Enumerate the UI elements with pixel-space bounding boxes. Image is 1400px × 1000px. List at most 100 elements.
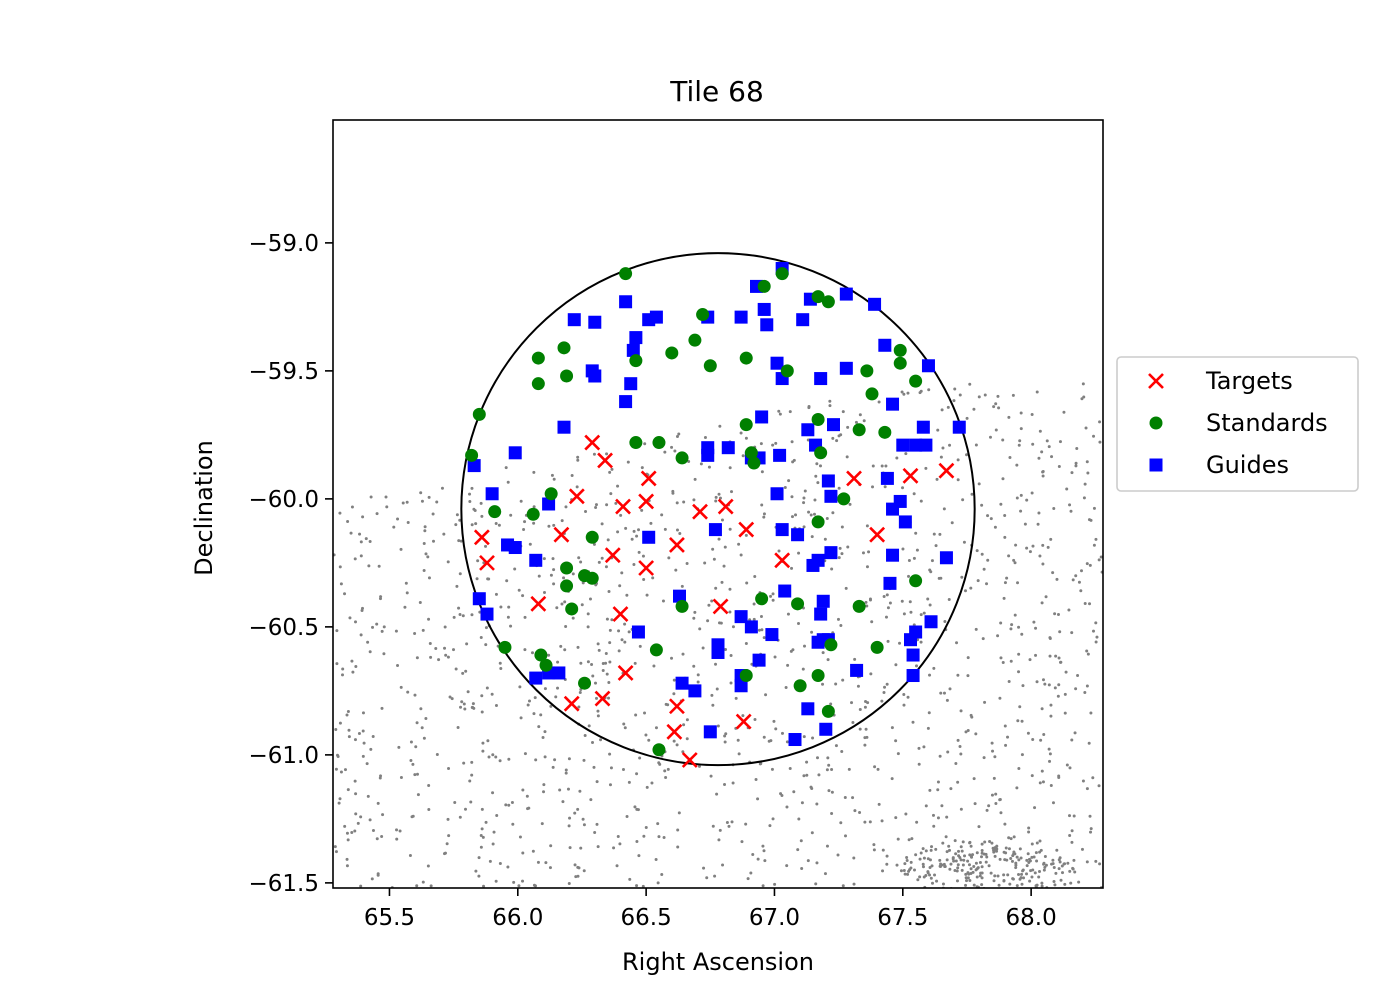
background-star: [904, 812, 908, 816]
background-star: [788, 410, 792, 414]
background-star: [397, 745, 401, 749]
background-star: [596, 845, 600, 849]
target-point: [584, 434, 601, 451]
background-star: [573, 863, 577, 867]
background-star: [1040, 707, 1044, 711]
background-star: [341, 673, 345, 677]
background-star: [353, 779, 357, 783]
background-star: [760, 503, 764, 507]
background-star: [484, 544, 488, 548]
background-star: [1057, 656, 1061, 660]
background-star: [470, 613, 474, 617]
background-star: [567, 881, 571, 885]
background-star: [1099, 555, 1103, 559]
background-star: [1013, 852, 1017, 856]
background-star: [1046, 545, 1050, 549]
background-star: [961, 840, 965, 844]
background-star: [1080, 397, 1084, 401]
background-star: [945, 850, 949, 854]
background-star: [552, 568, 556, 572]
background-star: [723, 545, 727, 549]
target-point: [869, 526, 886, 543]
background-star: [711, 824, 715, 828]
background-star: [562, 576, 566, 580]
background-star: [577, 556, 581, 560]
x-tick-label: 68.0: [1006, 905, 1057, 931]
background-star: [1042, 861, 1046, 865]
background-star: [1081, 382, 1085, 386]
background-star: [890, 777, 894, 781]
background-star: [830, 567, 834, 571]
background-star: [948, 687, 952, 691]
background-star: [504, 466, 508, 470]
background-star: [526, 807, 530, 811]
background-star: [1036, 522, 1040, 526]
background-star: [367, 564, 371, 568]
guide-point: [952, 420, 966, 434]
background-star: [816, 481, 820, 485]
background-star: [786, 612, 790, 616]
background-star: [996, 874, 1000, 878]
background-star: [338, 797, 342, 801]
background-star: [1010, 859, 1014, 863]
background-star: [972, 883, 976, 887]
background-star: [652, 664, 656, 668]
background-star: [1027, 826, 1031, 830]
background-star: [827, 789, 831, 793]
standard-point: [744, 446, 758, 460]
background-star: [769, 594, 773, 598]
y-tick-label: −60.0: [249, 487, 319, 513]
legend-guides-marker: [1149, 458, 1163, 472]
background-star: [563, 600, 567, 604]
background-star: [756, 857, 760, 861]
background-star: [582, 869, 586, 873]
background-star: [914, 531, 918, 535]
standard-point: [739, 418, 753, 432]
background-star: [1053, 612, 1057, 616]
background-star: [745, 581, 749, 585]
background-star: [681, 652, 685, 656]
standard-point: [811, 413, 825, 427]
background-star: [720, 580, 724, 584]
background-star: [863, 705, 867, 709]
background-star: [856, 684, 860, 688]
background-star: [965, 879, 969, 883]
guide-point: [893, 494, 907, 508]
background-star: [554, 695, 558, 699]
background-star: [762, 735, 766, 739]
background-star: [779, 792, 783, 796]
standard-point: [578, 676, 592, 690]
background-star: [712, 557, 716, 561]
standard-point: [465, 448, 479, 462]
guide-point: [919, 438, 933, 452]
background-star: [637, 528, 641, 532]
background-star: [1019, 509, 1023, 513]
background-star: [511, 822, 515, 826]
background-star: [1018, 847, 1022, 851]
background-star: [993, 902, 996, 905]
background-star: [1015, 463, 1019, 467]
background-star: [739, 431, 743, 435]
background-star: [1086, 471, 1090, 475]
background-star: [959, 709, 963, 713]
background-star: [338, 721, 342, 725]
background-star: [713, 874, 717, 878]
background-star: [625, 593, 629, 597]
background-star: [542, 590, 546, 594]
background-star: [479, 635, 483, 639]
legend-standards-marker: [1149, 416, 1163, 430]
background-star: [1088, 814, 1092, 818]
x-tick-label: 67.0: [749, 905, 800, 931]
standard-point: [560, 561, 574, 575]
background-star: [1089, 711, 1093, 715]
background-star: [790, 515, 794, 519]
background-star: [634, 713, 638, 717]
background-star: [834, 744, 838, 748]
background-star: [435, 500, 439, 504]
background-star: [532, 470, 536, 474]
background-star: [660, 513, 664, 517]
background-star: [780, 731, 784, 735]
background-star: [416, 793, 420, 797]
guide-point: [626, 343, 640, 357]
background-star: [1035, 841, 1039, 845]
